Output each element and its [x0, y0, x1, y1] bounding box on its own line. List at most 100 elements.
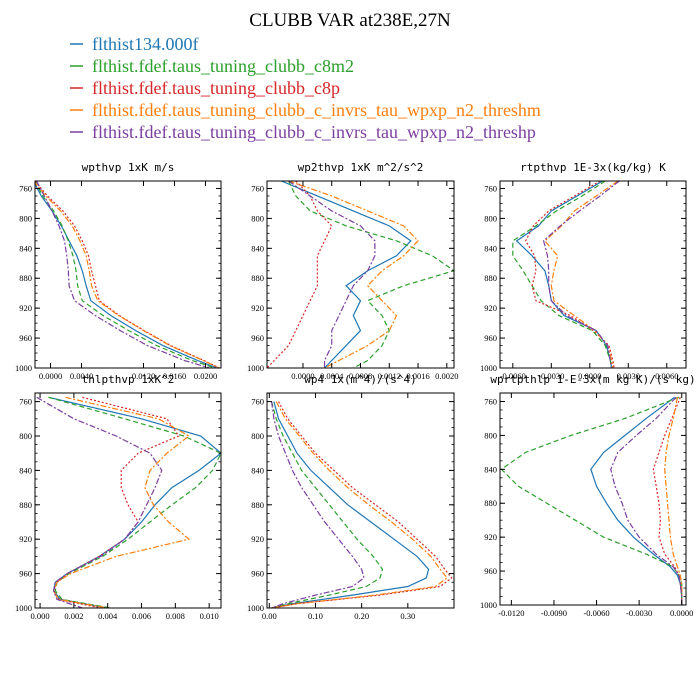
- x-tick-label: 0.010: [200, 611, 219, 621]
- y-tick-label: 1000: [480, 600, 497, 610]
- y-tick-label: 920: [251, 303, 264, 313]
- series-line: [271, 401, 430, 608]
- x-tick-label: 0.0160: [163, 371, 186, 381]
- plot-frame: [266, 180, 455, 369]
- legend: flthist134.000f flthist.fdef.taus_tuning_…: [70, 34, 541, 142]
- x-tick-label: 0.0000: [39, 371, 62, 381]
- x-tick-label: -0.0060: [583, 608, 609, 618]
- y-tick-label: 760: [251, 183, 264, 193]
- y-tick-label: 920: [484, 532, 497, 542]
- y-tick-label: 960: [251, 333, 264, 343]
- y-tick-label: 760: [19, 397, 32, 407]
- chart-panel: wp2thvp 1xK m^2/s^2 760 800 840 880 920 960 100…: [247, 161, 458, 381]
- y-tick-label: 880: [484, 498, 497, 508]
- legend-label: flthist.fdef.taus_tuning_clubb_c8p: [92, 78, 340, 98]
- series-line: [288, 181, 454, 368]
- panel-title: wpthvp 1xK m/s: [82, 161, 175, 174]
- y-tick-label: 920: [484, 303, 497, 313]
- panel-title: wp2thvp 1xK m^2/s^2: [298, 161, 424, 174]
- series-line: [288, 181, 419, 368]
- series-line: [542, 181, 620, 368]
- x-tick-label: 0.0060: [655, 371, 678, 381]
- series-line: [500, 396, 683, 605]
- series-group: [271, 401, 453, 608]
- x-tick-label: 0.0008: [349, 371, 372, 381]
- chart-panels: wpthvp 1xK m/s76080084088092096010000.00…: [15, 161, 696, 621]
- panel-title: wp4 1x(m^4)/(s^4): [304, 373, 417, 386]
- series-line: [271, 401, 365, 608]
- y-tick-label: 800: [19, 213, 32, 223]
- plot-frame: [499, 180, 687, 369]
- series-line: [652, 397, 683, 605]
- y-tick-label: 800: [251, 431, 264, 441]
- y-tick-label: 760: [484, 396, 497, 406]
- x-tick-label: 0.0012: [378, 371, 401, 381]
- series-line: [544, 181, 619, 368]
- series-line: [48, 396, 221, 608]
- x-tick-label: 0.30: [400, 611, 415, 621]
- series-group: [500, 396, 683, 605]
- chart-panel: rtpthvp 1E-3x(kg/kg) K 760 800 840 880 920 960…: [480, 161, 687, 381]
- series-line: [36, 396, 163, 608]
- y-tick-label: 880: [251, 273, 264, 283]
- x-tick-label: 0.008: [166, 611, 185, 621]
- series-line: [610, 396, 683, 605]
- series-line: [515, 181, 613, 368]
- y-tick-label: 1000: [247, 603, 264, 613]
- y-tick-label: 800: [19, 431, 32, 441]
- y-tick-label: 840: [251, 243, 264, 253]
- x-tick-label: 0.0000: [578, 371, 601, 381]
- series-group: [36, 396, 221, 608]
- y-tick-label: 960: [251, 569, 264, 579]
- x-tick-label: 0.002: [64, 611, 83, 621]
- y-tick-label: 800: [484, 213, 497, 223]
- y-tick-label: 1000: [15, 363, 32, 373]
- panel-title: thlpthvp 1xK^2: [82, 373, 175, 386]
- y-tick-label: 880: [251, 500, 264, 510]
- x-tick-label: 0.0000: [291, 371, 314, 381]
- series-line: [288, 181, 376, 368]
- x-tick-label: -0.0090: [541, 608, 567, 618]
- x-tick-label: 0.00: [262, 611, 277, 621]
- y-tick-label: 960: [484, 566, 497, 576]
- series-line: [271, 401, 384, 608]
- figure-title: CLUBB VAR at238E,27N: [249, 10, 451, 31]
- series-line: [512, 181, 613, 368]
- y-tick-label: 840: [484, 464, 497, 474]
- x-tick-label: 0.000: [31, 611, 50, 621]
- x-tick-label: 0.0030: [617, 371, 640, 381]
- x-tick-label: 0.20: [354, 611, 369, 621]
- x-tick-label: 0.006: [132, 611, 151, 621]
- y-tick-label: 960: [19, 569, 32, 579]
- series-line: [36, 181, 210, 368]
- y-tick-label: 760: [484, 183, 497, 193]
- y-tick-label: 760: [19, 183, 32, 193]
- series-line: [35, 181, 220, 368]
- legend-label: flthist134.000f: [92, 34, 199, 54]
- x-tick-label: 0.10: [308, 611, 323, 621]
- x-tick-label: 0.0120: [132, 371, 155, 381]
- plot-frame: [34, 180, 222, 369]
- y-tick-label: 880: [19, 273, 32, 283]
- x-tick-label: 0.0020: [435, 371, 458, 381]
- y-tick-label: 1000: [480, 363, 497, 373]
- y-tick-label: 1000: [247, 363, 264, 373]
- y-tick-label: 960: [19, 333, 32, 343]
- x-tick-label: 0.004: [98, 611, 118, 621]
- x-tick-label: 0.0200: [194, 371, 217, 381]
- series-group: [267, 181, 454, 368]
- y-tick-label: 800: [484, 430, 497, 440]
- x-tick-label: -0.0060: [500, 371, 526, 381]
- legend-label: flthist.fdef.taus_tuning_clubb_c_invrs_t…: [92, 100, 541, 120]
- y-tick-label: 840: [484, 243, 497, 253]
- legend-label: flthist.fdef.taus_tuning_clubb_c_invrs_t…: [92, 122, 536, 142]
- x-tick-label: -0.0030: [626, 608, 652, 618]
- series-group: [35, 181, 220, 368]
- y-tick-label: 920: [19, 303, 32, 313]
- series-line: [48, 396, 221, 608]
- y-tick-label: 800: [251, 213, 264, 223]
- series-line: [35, 182, 218, 368]
- y-tick-label: 1000: [15, 603, 32, 613]
- x-tick-label: 0.0004: [320, 371, 344, 381]
- chart-panel: wp4 1x(m^4)/(s^4)76080084088092096010000…: [247, 373, 455, 621]
